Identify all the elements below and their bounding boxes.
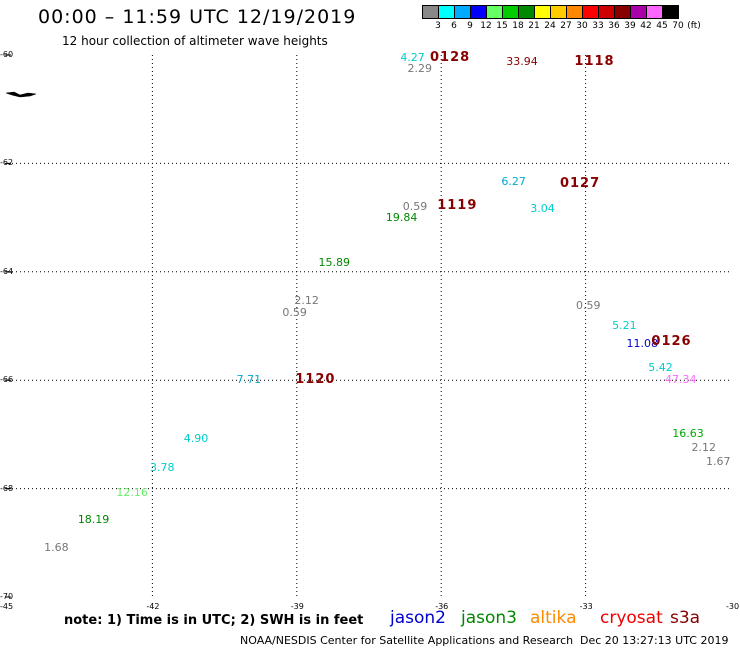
color-swatch [662,5,679,19]
lon-label: -39 [290,602,304,611]
wave-height-value: 7.71 [236,373,262,387]
wave-height-value: 3.04 [530,202,555,216]
lon-label: -33 [579,602,593,611]
wave-height-value: 0.59 [402,199,428,213]
lat-label: -66 [0,375,14,385]
color-scale-labels: 3 6 9 12 15 18 21 24 27 30 33 36 39 42 45 70 (ft) [422,21,732,33]
color-scale-label: 36 [608,21,620,31]
wave-height-value: 3.78 [150,461,175,474]
color-scale-label: 6 [451,21,457,31]
units-note: note: 1) Time is in UTC; 2) SWH is in fe… [64,613,364,628]
pass-time-label: 0126 [651,334,692,350]
lat-label: -60 [0,50,14,59]
wave-height-value: 1.67 [705,454,731,468]
wave-height-value: 0.59 [576,299,601,313]
lat-label: -68 [0,483,14,493]
lon-label: -45 [0,602,14,611]
color-scale-label: 30 [576,21,588,31]
wave-height-value: 0.59 [282,305,307,319]
lon-label: -36 [435,602,449,611]
color-scale-label: 33 [592,21,604,31]
satellite-legend-item: cryosat [600,608,663,628]
wave-height-value: 33.94 [506,55,538,69]
color-scale-label: 39 [624,21,636,31]
wave-height-value: 19.84 [385,211,418,225]
wave-height-value: 15.89 [318,256,350,270]
pass-time-label: 0128 [430,50,471,66]
wave-height-value: 6.27 [501,175,526,189]
wave-height-value: 18.19 [77,513,110,527]
wave-height-value: 12.16 [116,485,148,499]
color-scale [422,5,679,19]
satellite-legend-item: s3a [670,608,701,628]
wave-height-value: 5.42 [648,361,673,375]
lon-label: -30 [726,602,740,611]
satellite-legend-item: jason2 [390,608,446,628]
pass-time-label: 1118 [574,53,615,69]
color-scale-label: 21 [528,21,540,31]
lat-label: -64 [0,266,14,276]
color-scale-label: 24 [544,21,556,31]
wave-height-value: 4.90 [183,431,209,445]
color-scale-label: 18 [512,21,524,31]
wave-height-value: 16.63 [672,426,704,440]
color-scale-label: 27 [560,21,572,31]
color-scale-label: 9 [467,21,473,31]
color-scale-label: 3 [435,21,441,31]
page-subtitle: 12 hour collection of altimeter wave hei… [62,34,328,48]
lat-label: -70 [0,592,14,601]
color-scale-label: 12 [480,21,492,31]
pass-time-label: 0127 [559,175,601,191]
footer-org: NOAA/NESDIS Center for Satellite Applica… [240,634,574,647]
wave-height-value: 47.34 [665,373,697,387]
wave-height-value: 1.68 [44,541,69,555]
page-title: 00:00 – 11:59 UTC 12/19/2019 [38,6,357,28]
lat-label: -62 [0,158,14,168]
pass-time-label: 1120 [295,372,336,388]
island-shape [5,91,37,98]
wave-height-value: 2.12 [294,294,319,308]
lon-label: -42 [146,602,160,611]
satellite-legend-item: altika [530,608,577,628]
wave-height-value: 5.21 [612,319,637,332]
color-scale-label: 45 [656,21,668,31]
pass-time-label: 1119 [437,197,478,213]
wave-height-value: 11.08 [626,337,659,351]
color-scale-label: 42 [640,21,652,31]
color-scale-label: 70 [672,21,684,31]
wave-height-value: 4.27 [400,51,425,65]
footer-date: Dec 20 13:27:13 UTC 2019 [580,634,729,647]
satellite-legend-item: jason3 [461,608,517,628]
color-scale-label: 15 [496,21,508,31]
wave-height-value: 2.12 [691,440,717,454]
color-scale-label: (ft) [687,21,701,31]
wave-height-value: 2.29 [407,62,433,76]
